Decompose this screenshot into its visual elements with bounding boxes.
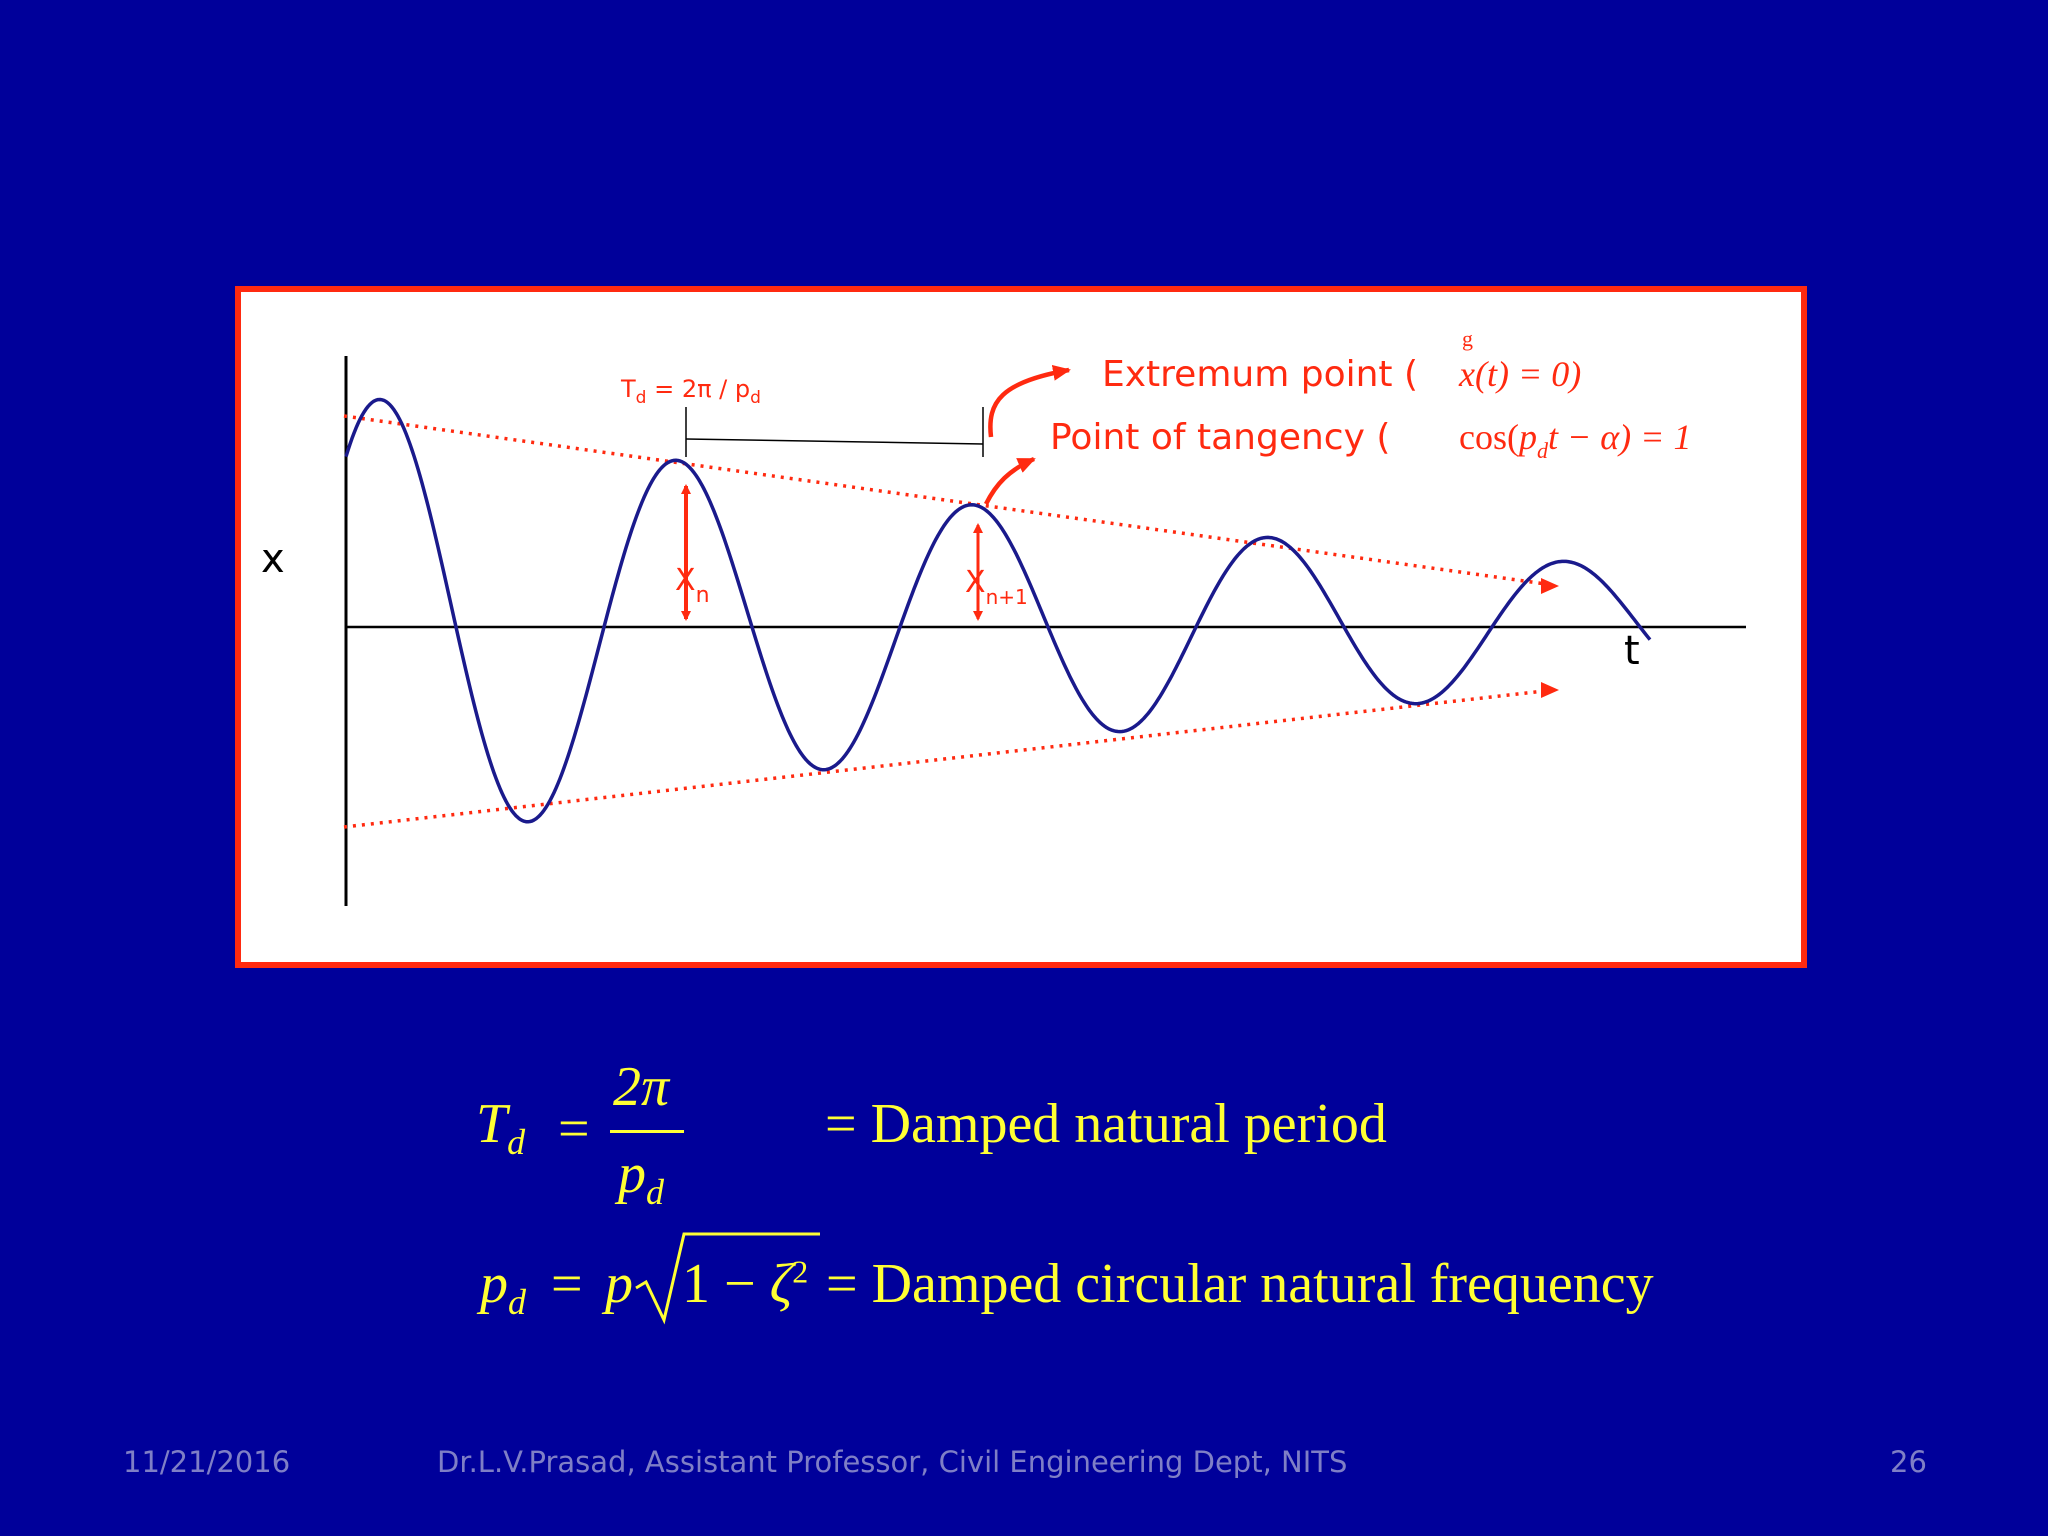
figure-canvas: x t Td = 2π / pd Xn Xn+1 [261,326,1746,906]
x-axis-label: x [261,536,285,582]
damped-oscillation-curve [344,397,1652,824]
lower-envelope [343,688,1554,829]
tangency-label: Point of tangency ( [1050,417,1390,458]
extremum-pointer-arrow [988,364,1071,438]
lower-envelope-arrowhead [1541,682,1559,698]
extremum-label: Extremum point ( [1102,354,1418,395]
amplitude-n-label: Xn [675,563,710,608]
tangency-formula: cos(pdt − α) = 1 [1459,417,1691,463]
damped-vibration-figure: x t Td = 2π / pd Xn Xn+1 [235,286,1807,968]
extremum-dot: g [1462,326,1473,351]
eq2-lhs: pd [480,1253,526,1323]
footer-author: Dr.L.V.Prasad, Assistant Professor, Civi… [437,1445,1348,1479]
tangency-pointer-arrow [983,456,1036,506]
eq2-equals: = [551,1253,583,1315]
extremum-formula: x(t) = 0) [1458,354,1581,394]
upper-envelope [343,414,1554,587]
eq1-lhs: Td [476,1093,526,1163]
period-span-line [685,438,984,445]
period-label: Td = 2π / pd [620,375,761,408]
eq1-description: = Damped natural period [825,1093,1387,1155]
footer-page-number: 26 [1890,1445,1927,1479]
upper-envelope-arrowhead [1541,578,1559,594]
eq1-fraction-bar [610,1130,684,1133]
eq2-p: p [605,1253,633,1315]
amplitude-n1-label: Xn+1 [965,565,1028,609]
eq2-radicand: 1 − ζ2 [682,1253,809,1315]
eq1-numerator: 2π [613,1056,670,1118]
square-root-sign [635,1232,820,1325]
eq1-denominator: pd [618,1143,664,1213]
t-axis-label: t [1624,628,1640,674]
eq1-equals: = [558,1098,590,1160]
footer-date: 11/21/2016 [123,1445,291,1479]
eq2-description: = Damped circular natural frequency [826,1253,1654,1315]
